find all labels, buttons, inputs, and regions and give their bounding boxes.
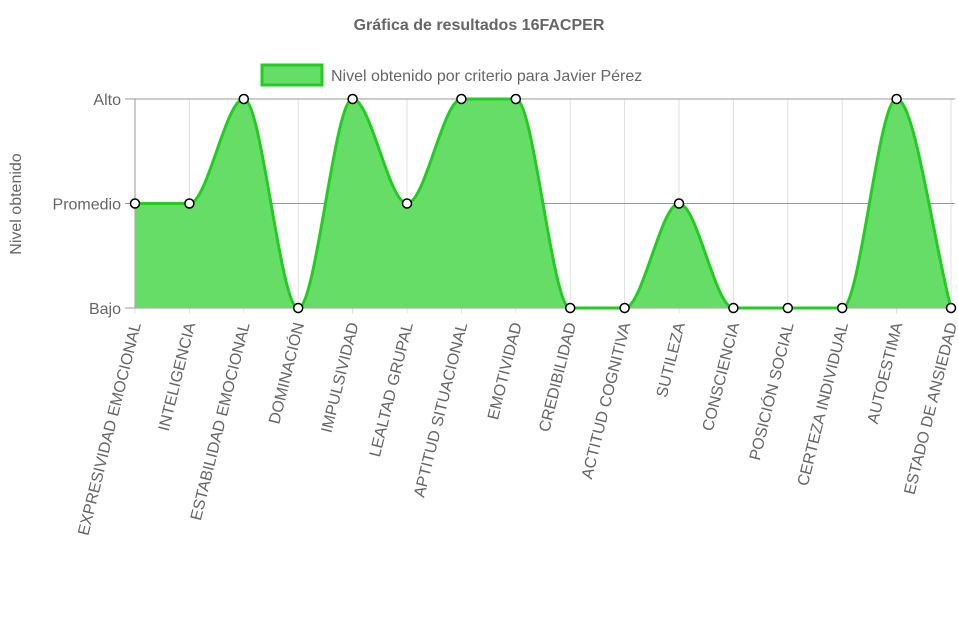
x-tick-label: IMPULSIVIDAD (319, 321, 363, 435)
x-tick-label: LEALTAD GRUPAL (367, 321, 417, 459)
x-tick-label: AUTOESTIMA (865, 321, 907, 426)
legend-swatch (260, 63, 324, 87)
x-tick-label: ESTABILIDAD EMOCIONAL (188, 321, 254, 522)
x-tick-label: SUTILEZA (654, 321, 689, 400)
data-point[interactable] (456, 93, 467, 105)
data-point[interactable] (129, 198, 141, 209)
x-tick-label: ESTADO DE ANSIEDAD (902, 321, 958, 497)
x-tick-label: CREDIBILIDAD (536, 321, 580, 434)
y-tick-label: Bajo (89, 301, 121, 318)
data-point[interactable] (401, 198, 413, 209)
data-point[interactable] (510, 93, 522, 105)
data-point[interactable] (184, 198, 195, 209)
data-point[interactable] (728, 302, 739, 314)
data-point[interactable] (238, 93, 250, 105)
data-point[interactable] (891, 93, 902, 105)
y-tick-label: Promedio (53, 197, 122, 214)
chart-title: Gráfica de resultados 16FACPER (354, 17, 605, 34)
x-tick-label: APTITUD SITUACIONAL (411, 321, 471, 499)
x-tick-label: ACTITUD COGNITIVA (579, 321, 634, 481)
legend[interactable]: Nivel obtenido por criterio para Javier … (260, 63, 642, 87)
y-axis-label: Nivel obtenido (8, 153, 25, 255)
x-tick-label: EXPRESIVIDAD EMOCIONAL (75, 321, 144, 537)
data-point[interactable] (782, 302, 794, 314)
x-tick-label: DOMINACIÓN (264, 320, 308, 426)
data-point[interactable] (836, 302, 848, 314)
x-tick-label: CONSCIENCIA (700, 321, 743, 433)
x-tick-label: POSICIÓN SOCIAL (745, 320, 798, 462)
data-point[interactable] (619, 302, 630, 314)
data-point[interactable] (673, 198, 685, 209)
legend-label: Nivel obtenido por criterio para Javier … (331, 68, 642, 85)
x-tick-label: CERTEZA INDIVIDUAL (795, 321, 852, 488)
y-ticks: Bajo Promedio Alto (53, 92, 122, 318)
x-ticks: EXPRESIVIDAD EMOCIONAL INTELIGENCIAESTABI… (75, 320, 958, 537)
data-point[interactable] (292, 302, 304, 314)
y-tick-label: Alto (93, 92, 121, 109)
data-point[interactable] (945, 302, 957, 314)
points-layer (129, 93, 957, 314)
data-point[interactable] (564, 302, 576, 314)
data-point[interactable] (347, 93, 358, 105)
x-tick-label: INTELIGENCIA (156, 321, 199, 433)
x-tick-label: EMOTIVIDAD (485, 321, 526, 422)
